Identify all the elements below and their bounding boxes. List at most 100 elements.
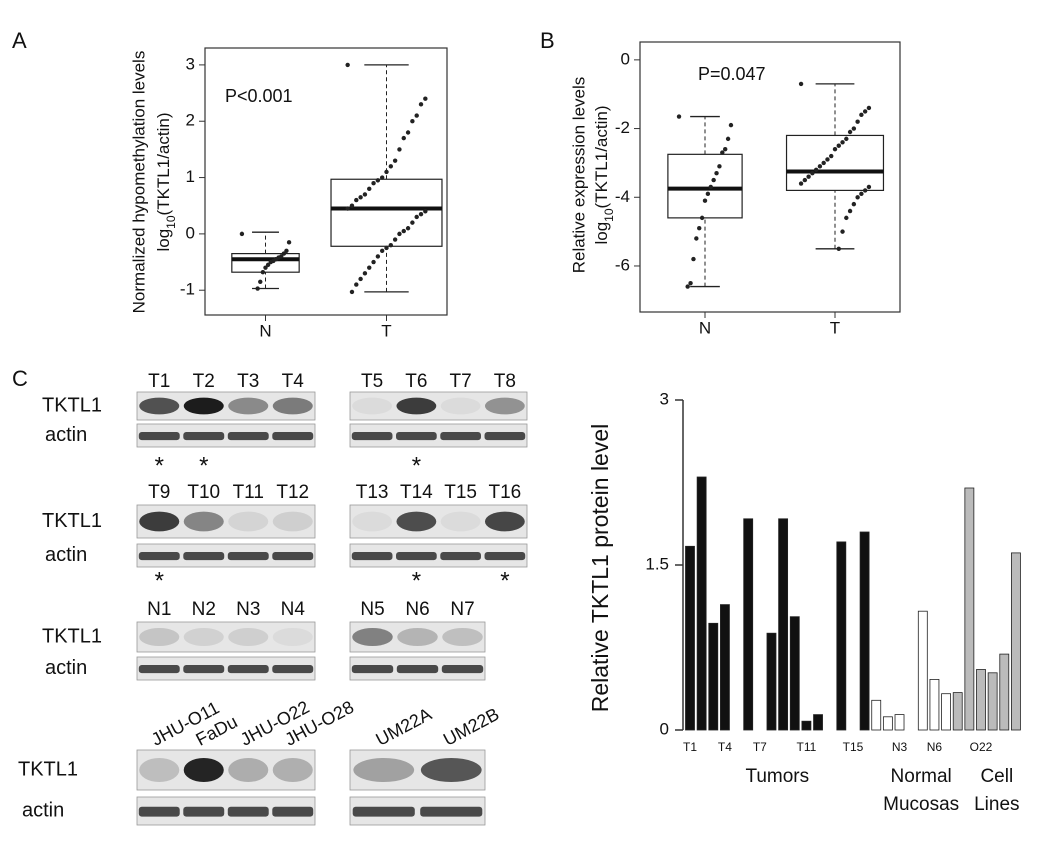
data-point	[806, 174, 811, 179]
box	[785, 134, 885, 191]
bar	[964, 487, 975, 731]
blot-membrane	[136, 543, 316, 568]
y-tick-label: 0	[186, 223, 195, 242]
bar	[987, 672, 998, 731]
actin-band	[138, 432, 180, 441]
actin-band	[420, 806, 483, 817]
y-tick-label: 0	[660, 719, 669, 738]
bar	[952, 692, 963, 731]
actin-band	[138, 552, 180, 561]
x-tick-label: N	[259, 321, 271, 340]
protein-band	[352, 397, 393, 415]
panel-label: C	[12, 366, 28, 391]
y-axis-label: Relative TKTL1 protein level	[587, 424, 613, 713]
data-point	[802, 177, 808, 183]
box	[330, 178, 443, 247]
group-label: Mucosas	[883, 794, 959, 815]
bar	[859, 531, 870, 731]
bar	[789, 616, 800, 731]
lane-label: T12	[276, 482, 309, 503]
blot-membrane	[349, 391, 528, 421]
bar	[999, 653, 1010, 731]
data-point	[798, 81, 804, 87]
lane-label: T15	[444, 482, 477, 503]
data-point	[825, 157, 830, 162]
blot-membrane	[136, 391, 316, 421]
protein-band	[139, 758, 180, 782]
bar	[929, 679, 940, 731]
actin-band	[272, 432, 314, 441]
data-point	[410, 119, 415, 124]
data-point	[851, 201, 857, 207]
data-point	[855, 195, 860, 200]
y-axis-label: log10(TKTL1/actin)	[154, 112, 178, 251]
lane-label: UM22A	[372, 704, 434, 750]
data-point	[798, 181, 804, 186]
actin-band	[227, 665, 269, 674]
x-tick-label: O22	[970, 740, 993, 754]
lane-label: UM22B	[440, 704, 502, 750]
data-point	[405, 226, 411, 231]
data-point	[859, 112, 864, 118]
lane-label: T10	[187, 482, 220, 503]
data-point	[397, 147, 402, 152]
asterisk: *	[412, 452, 421, 479]
data-point	[354, 282, 359, 287]
data-point	[349, 289, 355, 295]
bar	[976, 669, 986, 731]
data-point	[281, 251, 287, 256]
protein-band	[183, 628, 224, 646]
actin-band	[441, 665, 484, 674]
lane-label: N7	[450, 599, 474, 620]
x-tick-label: T11	[797, 740, 817, 754]
y-axis-label: log10(TKTL1/actin)	[592, 105, 616, 244]
lane-label: T2	[193, 371, 215, 392]
protein-band	[352, 628, 393, 646]
data-point	[397, 231, 402, 237]
protein-band	[272, 397, 313, 415]
protein-band	[139, 628, 180, 646]
actin-band	[183, 665, 225, 674]
protein-band	[397, 628, 438, 646]
lane-label: T7	[450, 371, 472, 392]
actin-band	[183, 552, 225, 561]
actin-band	[351, 665, 394, 674]
data-point	[375, 254, 381, 259]
data-point	[711, 177, 716, 183]
data-point	[284, 248, 289, 253]
data-point	[836, 246, 841, 251]
actin-band	[138, 665, 180, 674]
data-point	[392, 237, 398, 242]
x-tick-label: N3	[892, 740, 908, 754]
data-point	[688, 280, 693, 286]
lane-label: T9	[148, 482, 170, 503]
data-point	[418, 102, 424, 107]
bar	[766, 632, 777, 731]
group-label: Cell	[980, 766, 1013, 787]
blot-row-label: actin	[45, 424, 87, 446]
data-point	[388, 164, 394, 169]
data-point	[810, 171, 815, 176]
data-point	[418, 211, 424, 217]
blot-membrane	[136, 621, 316, 653]
lane-label: T1	[148, 371, 170, 392]
actin-band	[351, 432, 393, 441]
blot-membrane	[349, 621, 486, 653]
bar	[720, 604, 730, 731]
data-point	[255, 286, 260, 291]
data-point	[286, 240, 292, 245]
protein-band	[139, 397, 180, 415]
x-tick-label: T	[830, 318, 840, 337]
lane-label: T13	[356, 482, 389, 503]
box	[667, 153, 743, 219]
data-point	[829, 153, 834, 159]
bar	[778, 518, 789, 731]
actin-band	[396, 552, 437, 561]
lane-label: N3	[236, 599, 260, 620]
protein-band	[353, 758, 415, 782]
lane-label: N1	[147, 599, 171, 620]
protein-band	[228, 628, 269, 646]
data-point	[362, 271, 368, 276]
data-point	[379, 248, 385, 253]
data-point	[844, 136, 849, 142]
